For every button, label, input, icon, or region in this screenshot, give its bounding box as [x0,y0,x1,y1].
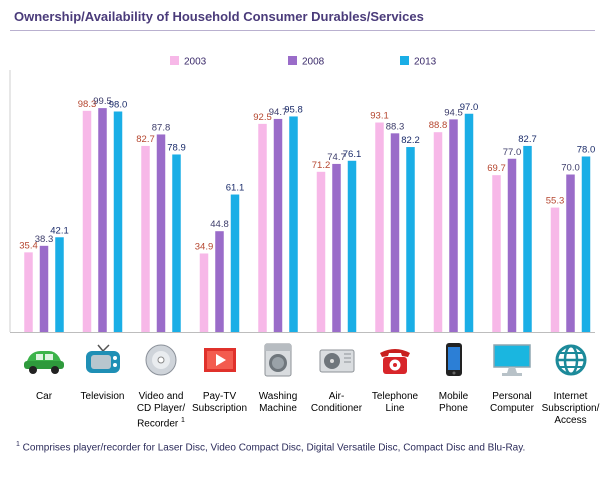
legend-swatch-2003 [170,56,179,65]
value-label-2003-8: 69.7 [487,163,506,174]
category-label-4: Washing Machine [258,391,298,414]
value-label-2008-5: 74.7 [327,152,346,163]
car-icon [21,343,67,377]
legend-swatch-2008 [288,56,297,65]
bar-2003-2 [141,145,150,332]
bar-2013-0 [55,237,64,332]
bar-2013-7 [464,113,474,332]
category-label-3: Pay-TV Subscription [191,391,248,414]
value-label-2003-6: 93.1 [370,111,389,122]
value-label-2003-0: 35.4 [19,240,38,251]
air-conditioner-icon [314,343,360,377]
value-label-2003-1: 98.3 [78,99,97,110]
bar-2008-2 [156,134,166,332]
bar-2008-5 [332,163,341,332]
bar-2008-7 [449,119,458,332]
title-divider [10,30,595,31]
disc-icon [138,343,184,377]
bar-2003-8 [492,175,501,332]
bar-2008-6 [390,133,400,332]
value-label-2008-3: 44.8 [210,219,229,230]
value-label-2003-5: 71.2 [312,160,331,171]
value-label-2013-1: 98.0 [109,100,128,111]
value-label-2008-6: 88.3 [386,121,405,132]
value-label-2003-2: 82.7 [136,134,155,145]
footnote-marker: 1 [16,441,20,448]
bar-2003-6 [375,122,384,333]
bar-2003-5 [316,171,326,332]
bar-2013-4 [289,116,298,332]
category-label-2: Video and CD Player/ Recorder 1 [136,391,186,430]
bar-2013-5 [347,160,357,332]
bar-2013-2 [172,154,181,332]
bar-2013-6 [406,147,415,332]
value-label-2008-1: 99.5 [93,96,112,107]
value-label-2008-0: 38.3 [35,234,54,245]
legend-label-2003: 2003 [184,57,207,68]
bar-2003-7 [433,132,443,332]
category-label-0: Car [35,391,53,402]
value-label-2003-9: 55.3 [546,196,565,207]
value-label-2013-5: 76.1 [343,149,362,160]
bar-2003-0 [24,252,33,332]
value-label-2008-8: 77.0 [503,147,522,158]
value-label-2013-7: 97.0 [460,102,479,113]
footnote-text: Comprises player/recorder for Laser Disc… [19,442,526,454]
value-label-2008-7: 94.5 [444,107,463,118]
value-label-2003-3: 34.9 [195,241,214,252]
value-label-2013-0: 42.1 [50,225,69,236]
chart-title: Ownership/Availability of Household Cons… [14,9,424,24]
category-label-8: Personal Computer [490,391,534,414]
mobile-phone-icon [431,343,477,377]
bar-2003-9 [550,207,560,332]
value-label-2003-7: 88.8 [429,120,448,131]
bar-2013-9 [581,156,591,332]
bar-2013-8 [523,145,532,332]
category-label-9: Internet Subscription/ Access [541,391,600,426]
washing-machine-icon [255,343,301,377]
bar-2008-8 [507,158,517,332]
pay-tv-icon [197,343,243,377]
bar-2008-3 [215,231,224,332]
value-label-2013-3: 61.1 [226,183,245,194]
category-label-5: Air- Conditioner [310,391,363,414]
television-icon [80,343,126,377]
value-label-2008-2: 87.8 [152,122,171,133]
value-label-2013-8: 82.7 [518,134,537,145]
value-label-2013-4: 95.8 [284,104,303,115]
bar-chart: 2003 2008 2013 35.438.342.1 98.399.598.0 82.7… [9,56,596,333]
value-label-2013-6: 82.2 [401,135,420,146]
bar-2003-1 [82,110,92,332]
category-label-6: Telephone Line [371,391,419,414]
internet-globe-icon [548,343,594,377]
bar-2008-9 [566,174,575,332]
legend-label-2008: 2008 [302,57,325,68]
bar-2003-4 [258,123,267,332]
personal-computer-icon [489,343,535,377]
bar-2013-1 [113,111,123,332]
value-label-2008-9: 70.0 [561,163,580,174]
footnote-reference: 1 [181,417,185,424]
value-label-2013-9: 78.0 [577,145,596,156]
value-label-2013-2: 78.9 [167,142,186,153]
bar-2003-3 [199,253,209,332]
category-label-7: Mobile Phone [438,391,469,414]
value-label-2008-4: 94.7 [269,107,288,118]
bar-2008-4 [273,118,283,332]
legend-swatch-2013 [400,56,409,65]
footnote: 1 Comprises player/recorder for Laser Di… [16,441,525,453]
bar-2008-0 [39,245,49,332]
telephone-icon [372,343,418,377]
legend-label-2013: 2013 [414,57,437,68]
value-label-2003-4: 92.5 [253,112,272,123]
bar-2008-1 [98,108,107,332]
bar-2013-3 [230,194,240,332]
category-label-1: Television [80,391,125,402]
